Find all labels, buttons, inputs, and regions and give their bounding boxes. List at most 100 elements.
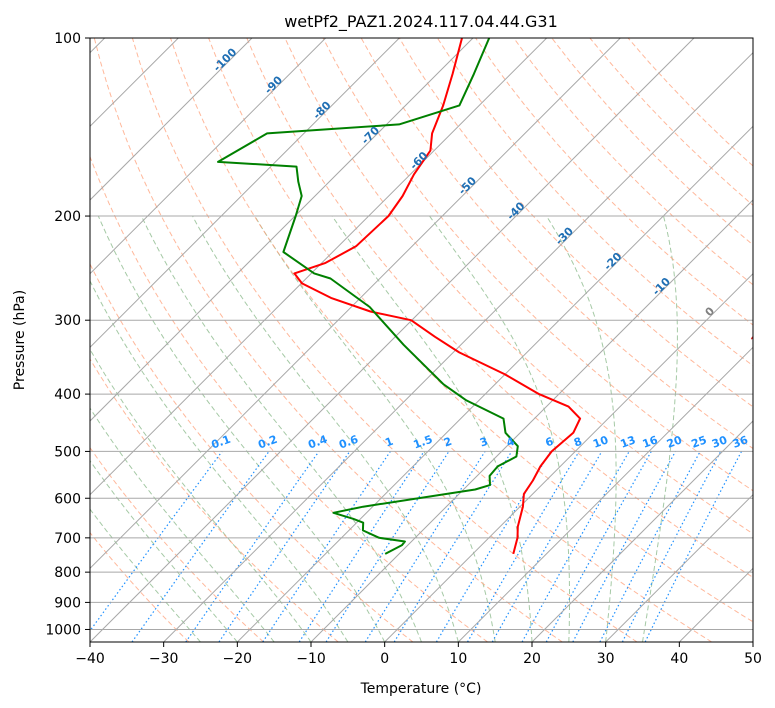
y-axis-label: Pressure (hPa) [12,290,28,390]
isotherm-line [90,38,695,642]
moist-adiabat [90,508,201,642]
isotherm-line [90,38,253,201]
x-axis-label: Temperature (°C) [360,681,482,697]
dry-adiabats [90,38,753,642]
mixing-ratio-label: 3 [478,435,490,450]
y-tick-label: 400 [54,387,81,403]
dry-adiabat [360,38,753,450]
dry-adiabat [246,38,753,578]
mixing-ratio-line [644,451,743,642]
x-tick-label: −10 [296,651,326,667]
mixing-ratio-label: 0.4 [306,433,329,452]
isotherm-line [531,420,753,642]
mixing-ratio-label: 1 [383,435,395,450]
x-tick-label: 0 [380,651,389,667]
mixing-ratio-line [521,451,630,642]
moist-adiabat [192,215,459,642]
isotherm-line [310,199,753,642]
plot-area: 0.1 0.2 0.4 0.6 1 1.5 2 3 4 6 8 10 13 16 20 25 30 36-100-… [90,38,768,642]
isotherm-line [457,346,753,642]
mixing-ratio-label: 30 [710,433,729,451]
mixing-ratio-line [545,451,652,642]
mixing-ratio-label: 4 [505,435,517,450]
isotherm-line [90,38,400,349]
mixing-ratio-lines [90,451,743,642]
mixing-ratio-label: 1.5 [412,433,435,452]
moist-adiabat [546,215,617,642]
temperature-line [293,38,582,555]
dry-adiabat [208,38,753,623]
moist-adiabat [90,459,238,642]
moist-adiabat [97,215,386,642]
mixing-ratio-label: 2 [442,435,454,450]
dry-adiabat [90,155,488,642]
isotherm-gridlines [90,38,753,642]
sounding-profiles [217,38,582,555]
y-tick-label: 100 [54,31,81,47]
dry-adiabat [513,38,753,286]
isotherm-line [90,38,327,275]
x-tick-label: −30 [149,651,179,667]
isotherm-line [605,493,753,642]
isotherm-line [236,125,753,642]
y-tick-label: 1000 [45,622,81,638]
mixing-ratio-label: 0.2 [256,433,279,452]
chart-title: wetPf2_PAZ1.2024.117.04.44.G31 [284,12,558,32]
x-tick-label: 50 [744,651,762,667]
mixing-ratio-label: 36 [731,433,750,451]
y-tick-label: 300 [54,313,81,329]
moist-adiabat [642,215,678,642]
mixing-ratio-line [572,451,677,642]
dry-adiabat [90,446,264,642]
isotherm-line [90,38,548,496]
y-tick-label: 500 [54,444,81,460]
dry-adiabat [170,38,712,642]
moist-adiabat [140,215,422,642]
isotherm-line [163,51,753,642]
mixing-ratio-label: 13 [619,433,638,450]
y-tick-label: 600 [54,491,81,507]
y-tick-label: 700 [54,531,81,547]
dry-adiabat [90,531,190,642]
moist-adiabat [90,348,312,642]
mixing-ratio-label: 25 [690,433,709,450]
mixing-ratio-label: 20 [665,433,684,451]
isotherm-line [90,38,621,570]
y-tick-label: 900 [54,595,81,611]
dry-adiabat [90,358,339,642]
mixing-ratio-label: 0.1 [210,433,233,452]
isotherm-label: 10 [748,327,768,347]
isotherm-line [90,38,474,422]
dry-adiabat [436,38,753,367]
y-tick-label: 200 [54,209,81,225]
dry-adiabat [93,38,563,642]
x-tick-label: 20 [523,651,541,667]
mixing-ratio-label: 0.6 [337,433,360,452]
plot-frame [89,37,754,643]
y-tick-label: 800 [54,565,81,581]
mixing-ratio-label: 6 [544,435,556,450]
x-tick-label: −40 [75,651,105,667]
mixing-ratio-line [393,451,513,642]
mixing-ratio-line [185,451,320,642]
mixing-ratio-line [621,451,722,642]
moist-adiabat [254,215,496,642]
x-tick-label: 10 [449,651,467,667]
y-axis-ticks: 1000 900 800 700 600 500 400 300 200 100 [45,31,90,638]
mixing-ratio-label: 10 [591,433,610,451]
dewpoint-line [217,38,519,555]
dry-adiabat [322,38,753,492]
isotherm-line [384,272,753,642]
mixing-ratio-label: 16 [641,433,660,451]
mixing-ratio-line [90,451,223,632]
x-tick-label: −20 [223,651,253,667]
dry-adiabat [131,38,638,642]
x-tick-label: 30 [597,651,615,667]
mixing-ratio-line [218,451,351,642]
x-tick-label: 40 [670,651,688,667]
mixing-ratio-label: 8 [572,435,584,450]
mixing-ratio-line [325,451,450,642]
mixing-ratio-line [298,451,425,642]
